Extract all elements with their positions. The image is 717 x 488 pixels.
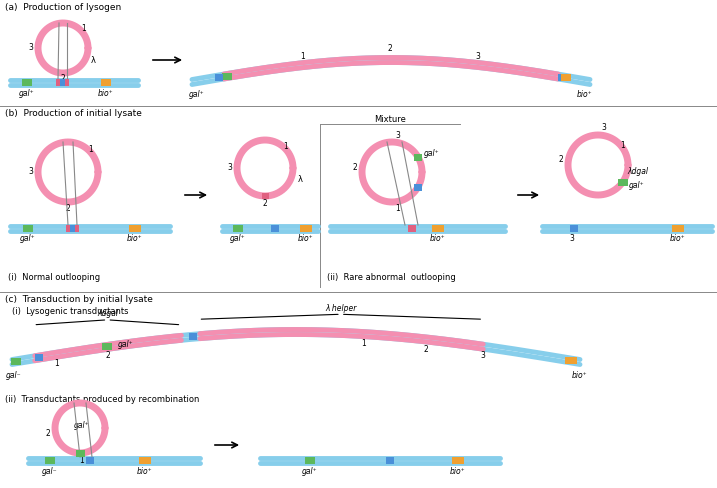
Text: gal⁺: gal⁺	[302, 467, 318, 475]
Text: 1: 1	[81, 24, 86, 33]
Bar	[233, 224, 243, 231]
Bar	[68, 224, 76, 231]
Text: 2: 2	[424, 345, 429, 354]
Bar	[23, 224, 33, 231]
Text: 3: 3	[29, 43, 34, 53]
Text: 3: 3	[602, 122, 607, 131]
Text: gal⁺: gal⁺	[19, 88, 35, 98]
Text: bio⁺: bio⁺	[577, 89, 593, 99]
Text: 1: 1	[88, 144, 92, 154]
Bar	[408, 224, 416, 231]
Text: 2: 2	[61, 75, 65, 83]
Bar	[558, 74, 566, 81]
Text: gal⁺: gal⁺	[629, 181, 645, 190]
Bar	[305, 456, 315, 464]
Text: λ: λ	[90, 56, 95, 65]
Text: (ii)  Rare abnormal  outlooping: (ii) Rare abnormal outlooping	[327, 273, 456, 283]
Text: 2: 2	[353, 163, 357, 171]
Text: bio⁺: bio⁺	[98, 88, 114, 98]
Bar	[222, 73, 232, 80]
Text: 1: 1	[284, 142, 288, 151]
Text: 2: 2	[66, 204, 70, 213]
Text: (i)  Normal outlooping: (i) Normal outlooping	[8, 273, 100, 283]
Bar	[300, 224, 312, 231]
Bar	[65, 79, 69, 85]
Text: bio⁺: bio⁺	[127, 235, 143, 244]
Text: 2: 2	[262, 199, 267, 207]
Text: Mixture: Mixture	[374, 116, 406, 124]
Text: bio⁺: bio⁺	[450, 467, 466, 475]
Bar	[672, 224, 684, 231]
Text: 3: 3	[481, 351, 485, 360]
Text: gal⁺: gal⁺	[20, 235, 36, 244]
Text: (i)  Lysogenic transductants: (i) Lysogenic transductants	[12, 307, 128, 317]
Bar	[45, 456, 55, 464]
Text: 1: 1	[361, 339, 366, 347]
Text: 1: 1	[620, 141, 625, 149]
Text: bio⁺: bio⁺	[298, 235, 314, 244]
Text: 2: 2	[46, 428, 50, 438]
Bar	[129, 224, 141, 231]
Text: 2: 2	[105, 351, 110, 361]
Text: λdgal: λdgal	[97, 309, 118, 318]
Text: gal⁺: gal⁺	[230, 235, 246, 244]
Bar	[139, 456, 151, 464]
Bar	[262, 193, 268, 199]
Text: 1: 1	[396, 204, 400, 213]
Text: 3: 3	[476, 52, 480, 61]
Text: bio⁺: bio⁺	[137, 467, 153, 475]
Text: (a)  Production of lysogen: (a) Production of lysogen	[5, 2, 121, 12]
Bar	[386, 456, 394, 464]
Bar	[432, 224, 444, 231]
Bar	[66, 224, 70, 231]
Text: 1: 1	[54, 359, 59, 368]
Text: gal⁺: gal⁺	[189, 89, 205, 99]
Bar	[452, 456, 464, 464]
Text: bio⁺: bio⁺	[572, 370, 588, 380]
Bar	[75, 449, 85, 456]
Bar	[86, 456, 94, 464]
Text: 1: 1	[300, 52, 305, 61]
Bar	[566, 357, 577, 364]
Text: λ helper: λ helper	[325, 304, 356, 313]
Bar	[22, 79, 32, 85]
Bar	[11, 358, 22, 365]
Text: (c)  Transduction by initial lysate: (c) Transduction by initial lysate	[5, 294, 153, 304]
Bar	[214, 74, 222, 81]
Text: 3: 3	[29, 167, 34, 177]
Text: 3: 3	[396, 130, 400, 140]
Bar	[58, 79, 66, 85]
Text: 3: 3	[227, 163, 232, 172]
Bar	[75, 224, 79, 231]
Text: 1: 1	[80, 455, 85, 465]
Bar	[35, 354, 43, 361]
Text: λdgal: λdgal	[627, 166, 648, 176]
Text: 3: 3	[569, 235, 574, 244]
Bar	[103, 344, 113, 350]
Text: bio⁺: bio⁺	[430, 235, 446, 244]
Text: (b)  Production of initial lysate: (b) Production of initial lysate	[5, 108, 142, 118]
Bar	[271, 224, 279, 231]
Bar	[56, 79, 60, 85]
Text: bio⁺: bio⁺	[670, 235, 686, 244]
Text: gal⁻: gal⁻	[42, 467, 58, 475]
Bar	[561, 74, 571, 81]
Bar	[617, 179, 627, 186]
Text: gal⁺: gal⁺	[74, 421, 90, 429]
Text: 2: 2	[559, 156, 564, 164]
Text: (ii)  Transductants produced by recombination: (ii) Transductants produced by recombina…	[5, 395, 199, 405]
Bar	[570, 224, 578, 231]
Text: gal⁺: gal⁺	[118, 341, 133, 349]
Bar	[414, 183, 422, 190]
Text: 2: 2	[388, 43, 393, 53]
Text: gal⁺: gal⁺	[424, 149, 440, 159]
Bar	[189, 333, 196, 340]
Text: gal⁻: gal⁻	[6, 370, 22, 380]
Text: λ: λ	[298, 175, 303, 183]
Bar	[101, 79, 111, 85]
Bar	[414, 154, 422, 161]
